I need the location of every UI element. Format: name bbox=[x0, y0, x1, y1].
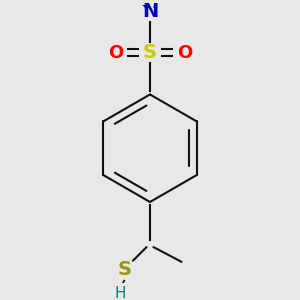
Text: S: S bbox=[117, 260, 131, 279]
Text: O: O bbox=[108, 44, 123, 62]
Text: S: S bbox=[143, 43, 157, 62]
Text: O: O bbox=[177, 44, 192, 62]
Text: H: H bbox=[114, 286, 126, 300]
Text: N: N bbox=[142, 2, 158, 21]
